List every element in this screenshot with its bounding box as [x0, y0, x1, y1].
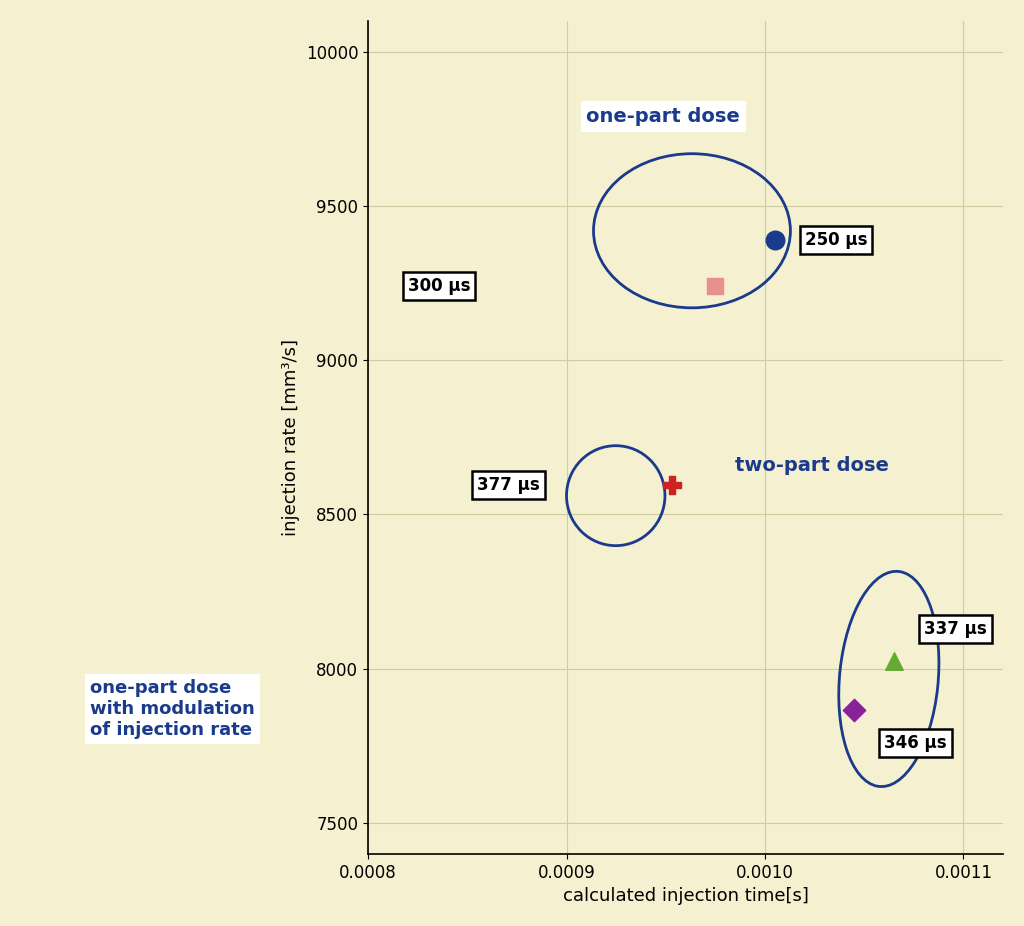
Text: one-part dose: one-part dose [587, 107, 740, 126]
Point [664, 478, 680, 493]
Text: 300 μs: 300 μs [408, 277, 470, 295]
Text: 250 μs: 250 μs [805, 231, 867, 249]
Text: one-part dose
with modulation
of injection rate: one-part dose with modulation of injecti… [90, 679, 255, 739]
Point [708, 279, 724, 294]
Point [886, 654, 902, 669]
Text: two-part dose: two-part dose [735, 456, 889, 475]
Text: 337 μs: 337 μs [924, 619, 986, 638]
Y-axis label: injection rate [mm³/s]: injection rate [mm³/s] [283, 339, 300, 536]
Text: 346 μs: 346 μs [884, 733, 947, 752]
Text: 377 μs: 377 μs [477, 476, 540, 494]
Point [846, 703, 862, 718]
X-axis label: calculated injection time[s]: calculated injection time[s] [562, 887, 809, 906]
Point [767, 232, 783, 247]
